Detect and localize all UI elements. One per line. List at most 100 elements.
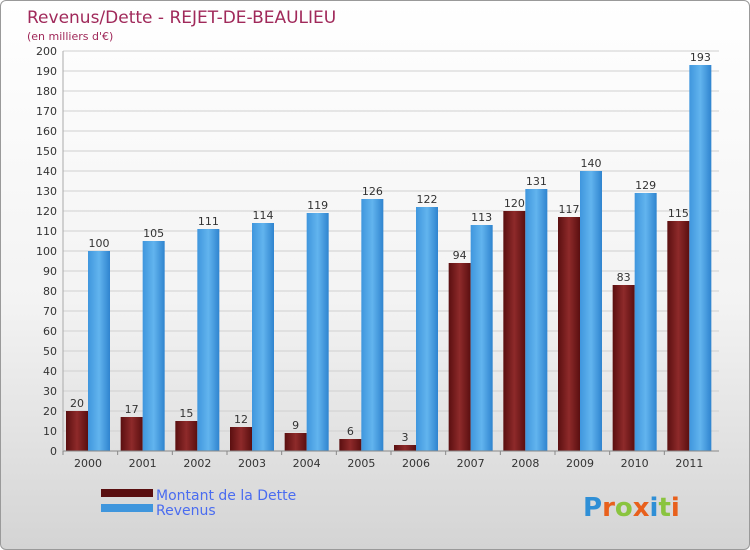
y-tick-label: 80: [43, 285, 57, 298]
y-tick-label: 20: [43, 405, 57, 418]
x-tick-label: 2008: [511, 457, 539, 470]
y-tick-label: 50: [43, 345, 57, 358]
value-label: 122: [417, 193, 438, 206]
debt-bar: [448, 263, 471, 451]
y-tick-label: 110: [36, 225, 57, 238]
y-tick-label: 160: [36, 125, 57, 138]
logo-letter: i: [671, 493, 680, 523]
logo-letter: x: [633, 493, 650, 523]
y-tick-label: 140: [36, 165, 57, 178]
revenus-bar: [689, 65, 712, 451]
value-label: 119: [307, 199, 328, 212]
logo-letter: i: [650, 493, 659, 523]
legend-label-debt: Montant de la Dette: [156, 488, 296, 504]
x-tick-label: 2001: [129, 457, 157, 470]
legend: Montant de la Dette Revenus: [101, 488, 296, 519]
axes: [62, 51, 719, 452]
x-tick-label: 2009: [566, 457, 594, 470]
value-label: 193: [690, 51, 711, 64]
y-tick-label: 200: [36, 45, 57, 58]
x-tick-label: 2011: [675, 457, 703, 470]
legend-swatch-debt: [101, 489, 153, 497]
x-tick-label: 2004: [293, 457, 321, 470]
debt-bar: [558, 217, 580, 451]
debt-bar: [284, 433, 307, 451]
value-label: 140: [581, 157, 602, 170]
y-tick-label: 10: [43, 425, 57, 438]
debt-bar: [394, 445, 416, 451]
value-label: 3: [402, 431, 409, 444]
revenus-bar: [197, 229, 220, 451]
debt-bar: [612, 285, 635, 451]
revenus-bar: [361, 199, 384, 451]
value-label: 100: [89, 237, 110, 250]
value-labels: 20 100 17 105 15 111 12 114 9 119 6 126 3 122 94 113 120…: [70, 51, 711, 444]
y-tick-label: 130: [36, 185, 57, 198]
x-tick-label: 2003: [238, 457, 266, 470]
logo-letter: r: [602, 493, 615, 523]
value-label: 111: [198, 215, 219, 228]
value-label: 6: [347, 425, 354, 438]
revenus-bar: [416, 207, 438, 451]
value-label: 126: [362, 185, 383, 198]
x-tick-label: 2002: [183, 457, 211, 470]
value-label: 115: [668, 207, 689, 220]
value-label: 83: [617, 271, 631, 284]
y-tick-label: 170: [36, 105, 57, 118]
y-tick-label: 0: [50, 445, 57, 458]
chart-subtitle: (en milliers d'€): [27, 30, 113, 43]
debt-bar: [339, 439, 362, 451]
value-label: 131: [526, 175, 547, 188]
debt-bar: [120, 417, 143, 451]
value-label: 117: [559, 203, 580, 216]
revenus-bar: [306, 213, 329, 451]
y-tick-label: 60: [43, 325, 57, 338]
x-tick-label: 2007: [457, 457, 485, 470]
x-tick-label: 2010: [621, 457, 649, 470]
bars: [66, 65, 712, 451]
y-tick-label: 70: [43, 305, 57, 318]
debt-bar: [230, 427, 252, 451]
legend-label-revenus: Revenus: [156, 503, 216, 519]
logo-letter: P: [583, 493, 602, 523]
value-label: 113: [471, 211, 492, 224]
y-tick-label: 190: [36, 65, 57, 78]
logo-letter: t: [658, 493, 670, 523]
grid-lines: [63, 50, 719, 452]
value-label: 105: [143, 227, 164, 240]
x-tick-label: 2000: [74, 457, 102, 470]
revenus-bar: [525, 189, 548, 451]
y-tick-label: 120: [36, 205, 57, 218]
y-tick-label: 40: [43, 365, 57, 378]
debt-bar: [667, 221, 690, 451]
x-tick-label: 2005: [347, 457, 375, 470]
revenus-bar: [88, 251, 110, 451]
revenus-bar: [142, 241, 165, 451]
revenus-bar: [580, 171, 602, 451]
value-label: 120: [504, 197, 525, 210]
chart-title: Revenus/Dette - REJET-DE-BEAULIEU: [27, 8, 336, 28]
y-tick-label: 100: [36, 245, 57, 258]
x-tick-label: 2006: [402, 457, 430, 470]
y-tick-label: 150: [36, 145, 57, 158]
y-tick-label: 180: [36, 85, 57, 98]
value-label: 9: [292, 419, 299, 432]
value-label: 17: [125, 403, 139, 416]
proxiti-logo: Proxiti: [583, 493, 680, 523]
y-tick-label: 30: [43, 385, 57, 398]
logo-letter: o: [615, 493, 633, 523]
y-tick-label: 90: [43, 265, 57, 278]
revenus-bar: [634, 193, 657, 451]
x-axis-ticks: 2000 2001 2002 2003 2004 2005 2006 2007 2008 2009…: [62, 451, 703, 470]
revenus-bar: [470, 225, 493, 451]
debt-bar: [175, 421, 198, 451]
debt-bar: [66, 411, 88, 451]
value-label: 15: [179, 407, 193, 420]
y-axis-ticks: 0 10 20 30 40 50 60 70 80 90 100 110 120 130 140 150 160…: [36, 45, 57, 458]
debt-bar: [503, 211, 526, 451]
value-label: 12: [234, 413, 248, 426]
value-label: 114: [253, 209, 274, 222]
value-label: 94: [453, 249, 467, 262]
